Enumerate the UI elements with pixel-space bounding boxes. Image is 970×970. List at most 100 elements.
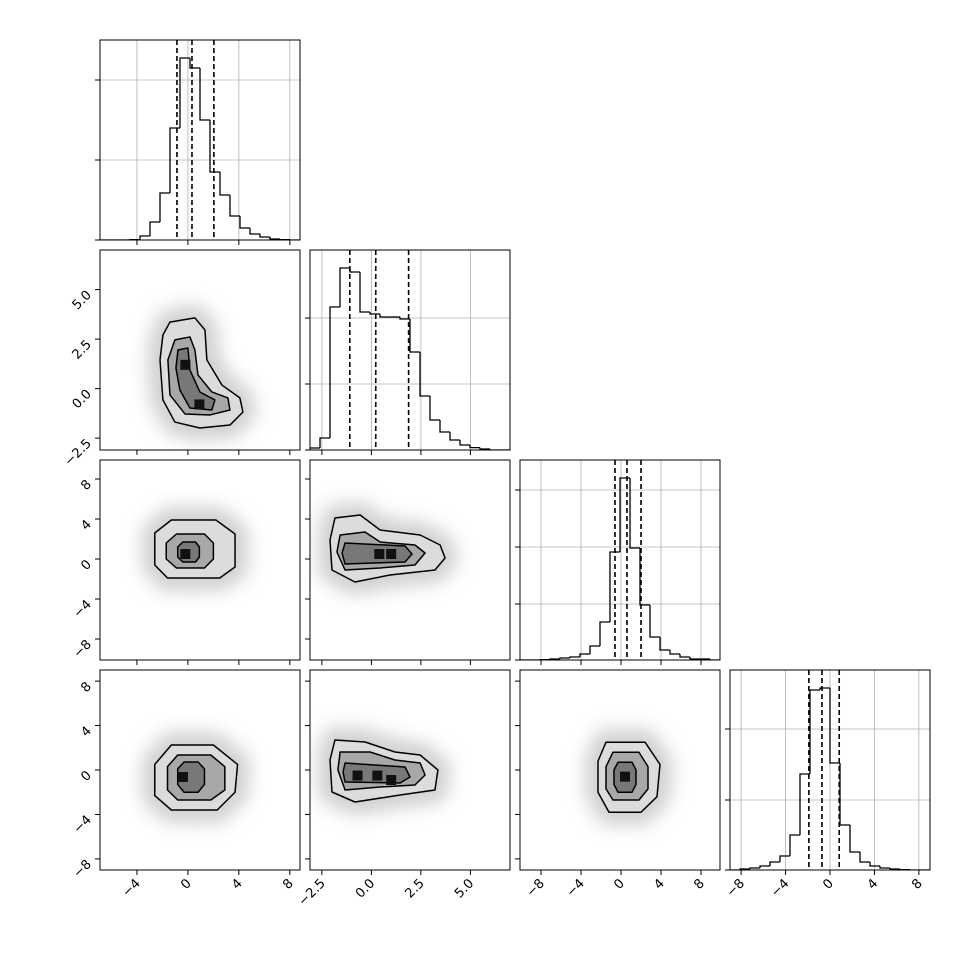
x-tick-label: 5.0 <box>452 876 477 901</box>
x-tick-label: −2.5 <box>296 876 329 909</box>
hist-step <box>619 477 630 552</box>
panel <box>585 729 673 826</box>
hist-step <box>169 127 180 193</box>
panel-frame <box>99 39 301 241</box>
y-tick-label: 5.0 <box>70 288 95 313</box>
y-tick-label: 4 <box>78 517 94 533</box>
panel <box>520 460 720 660</box>
y-tick-label: 8 <box>78 679 94 695</box>
x-tick-label: 0 <box>820 876 836 892</box>
x-tick-label: −4 <box>120 876 144 900</box>
hist-step <box>679 654 690 658</box>
hist-step <box>319 437 330 448</box>
hist-step <box>549 658 560 660</box>
density-peak <box>620 771 630 782</box>
hist-step <box>310 447 320 450</box>
panel-frame <box>519 459 721 661</box>
panel <box>141 732 251 823</box>
x-tick-label: 4 <box>865 876 881 892</box>
hist-step <box>379 314 390 318</box>
hist-step <box>359 272 370 313</box>
density-peak <box>352 770 363 781</box>
panel <box>141 507 249 591</box>
hist-step <box>869 862 880 867</box>
hist-step <box>819 687 830 690</box>
x-tick-label: 0 <box>611 876 627 892</box>
hist-step <box>349 268 360 273</box>
hist-step <box>199 68 210 121</box>
x-tick-label: 2.5 <box>402 876 427 901</box>
hist-step <box>609 551 620 622</box>
x-tick-label: 8 <box>909 876 925 892</box>
hist-step <box>249 228 260 235</box>
panel-frame <box>99 249 301 451</box>
hist-step <box>369 312 380 315</box>
hist-step <box>559 657 570 659</box>
hist-step <box>789 834 800 856</box>
hist-step <box>259 234 270 238</box>
density-peak <box>374 549 385 559</box>
hist-step <box>409 319 420 353</box>
hist-step <box>149 221 160 236</box>
x-tick-label: 0 <box>178 876 194 892</box>
x-tick-label: 8 <box>691 876 707 892</box>
y-tick-label: −2.5 <box>62 436 95 469</box>
hist-step <box>229 195 240 217</box>
y-tick-label: −4 <box>71 597 95 621</box>
hist-step <box>339 267 350 307</box>
hist-step <box>429 396 440 421</box>
hist-step <box>779 855 790 862</box>
density-peak <box>194 399 205 410</box>
panel <box>730 670 930 870</box>
hist-step <box>469 445 480 449</box>
y-tick-label: 4 <box>78 724 94 740</box>
density-peak <box>386 775 397 785</box>
panel-frame <box>309 249 511 451</box>
x-tick-label: 4 <box>229 876 245 892</box>
hist-step <box>479 447 490 450</box>
hist-step <box>689 657 700 660</box>
hist-step <box>419 352 430 397</box>
panel <box>310 250 510 450</box>
panel-frame <box>99 459 301 661</box>
density-peak <box>180 549 191 559</box>
hist-step <box>449 432 460 441</box>
y-tick-label: 0 <box>78 768 94 784</box>
hist-step <box>159 192 170 222</box>
hist-step <box>759 865 770 868</box>
hist-step <box>639 548 650 606</box>
panel <box>147 304 256 442</box>
hist-step <box>329 306 340 438</box>
x-tick-label: 4 <box>651 876 667 892</box>
x-tick-label: −4 <box>768 876 792 900</box>
hist-step <box>749 867 760 869</box>
hist-step <box>459 440 470 446</box>
hist-step <box>209 120 220 173</box>
y-tick-label: 8 <box>78 477 94 493</box>
contour <box>176 761 206 793</box>
hist-step <box>269 237 280 240</box>
hist-step <box>889 868 900 870</box>
hist-step <box>489 449 500 450</box>
hist-step <box>769 861 780 866</box>
hist-step <box>809 689 820 774</box>
density-peak <box>372 770 383 781</box>
density-peak <box>180 359 191 370</box>
y-tick-label: −8 <box>71 637 95 661</box>
x-tick-label: −8 <box>724 876 748 900</box>
hist-step <box>219 172 230 196</box>
y-tick-label: 0.0 <box>70 387 95 412</box>
x-tick-label: −8 <box>524 876 548 900</box>
panel <box>100 40 300 240</box>
density-peak <box>177 772 188 782</box>
hist-step <box>829 688 840 764</box>
hist-step <box>569 656 580 658</box>
hist-step <box>399 317 410 320</box>
y-tick-label: 2.5 <box>70 337 95 362</box>
panel <box>317 727 451 815</box>
hist-step <box>239 216 250 229</box>
hist-step <box>839 763 850 826</box>
hist-step <box>139 235 150 240</box>
hist-step <box>629 478 640 549</box>
